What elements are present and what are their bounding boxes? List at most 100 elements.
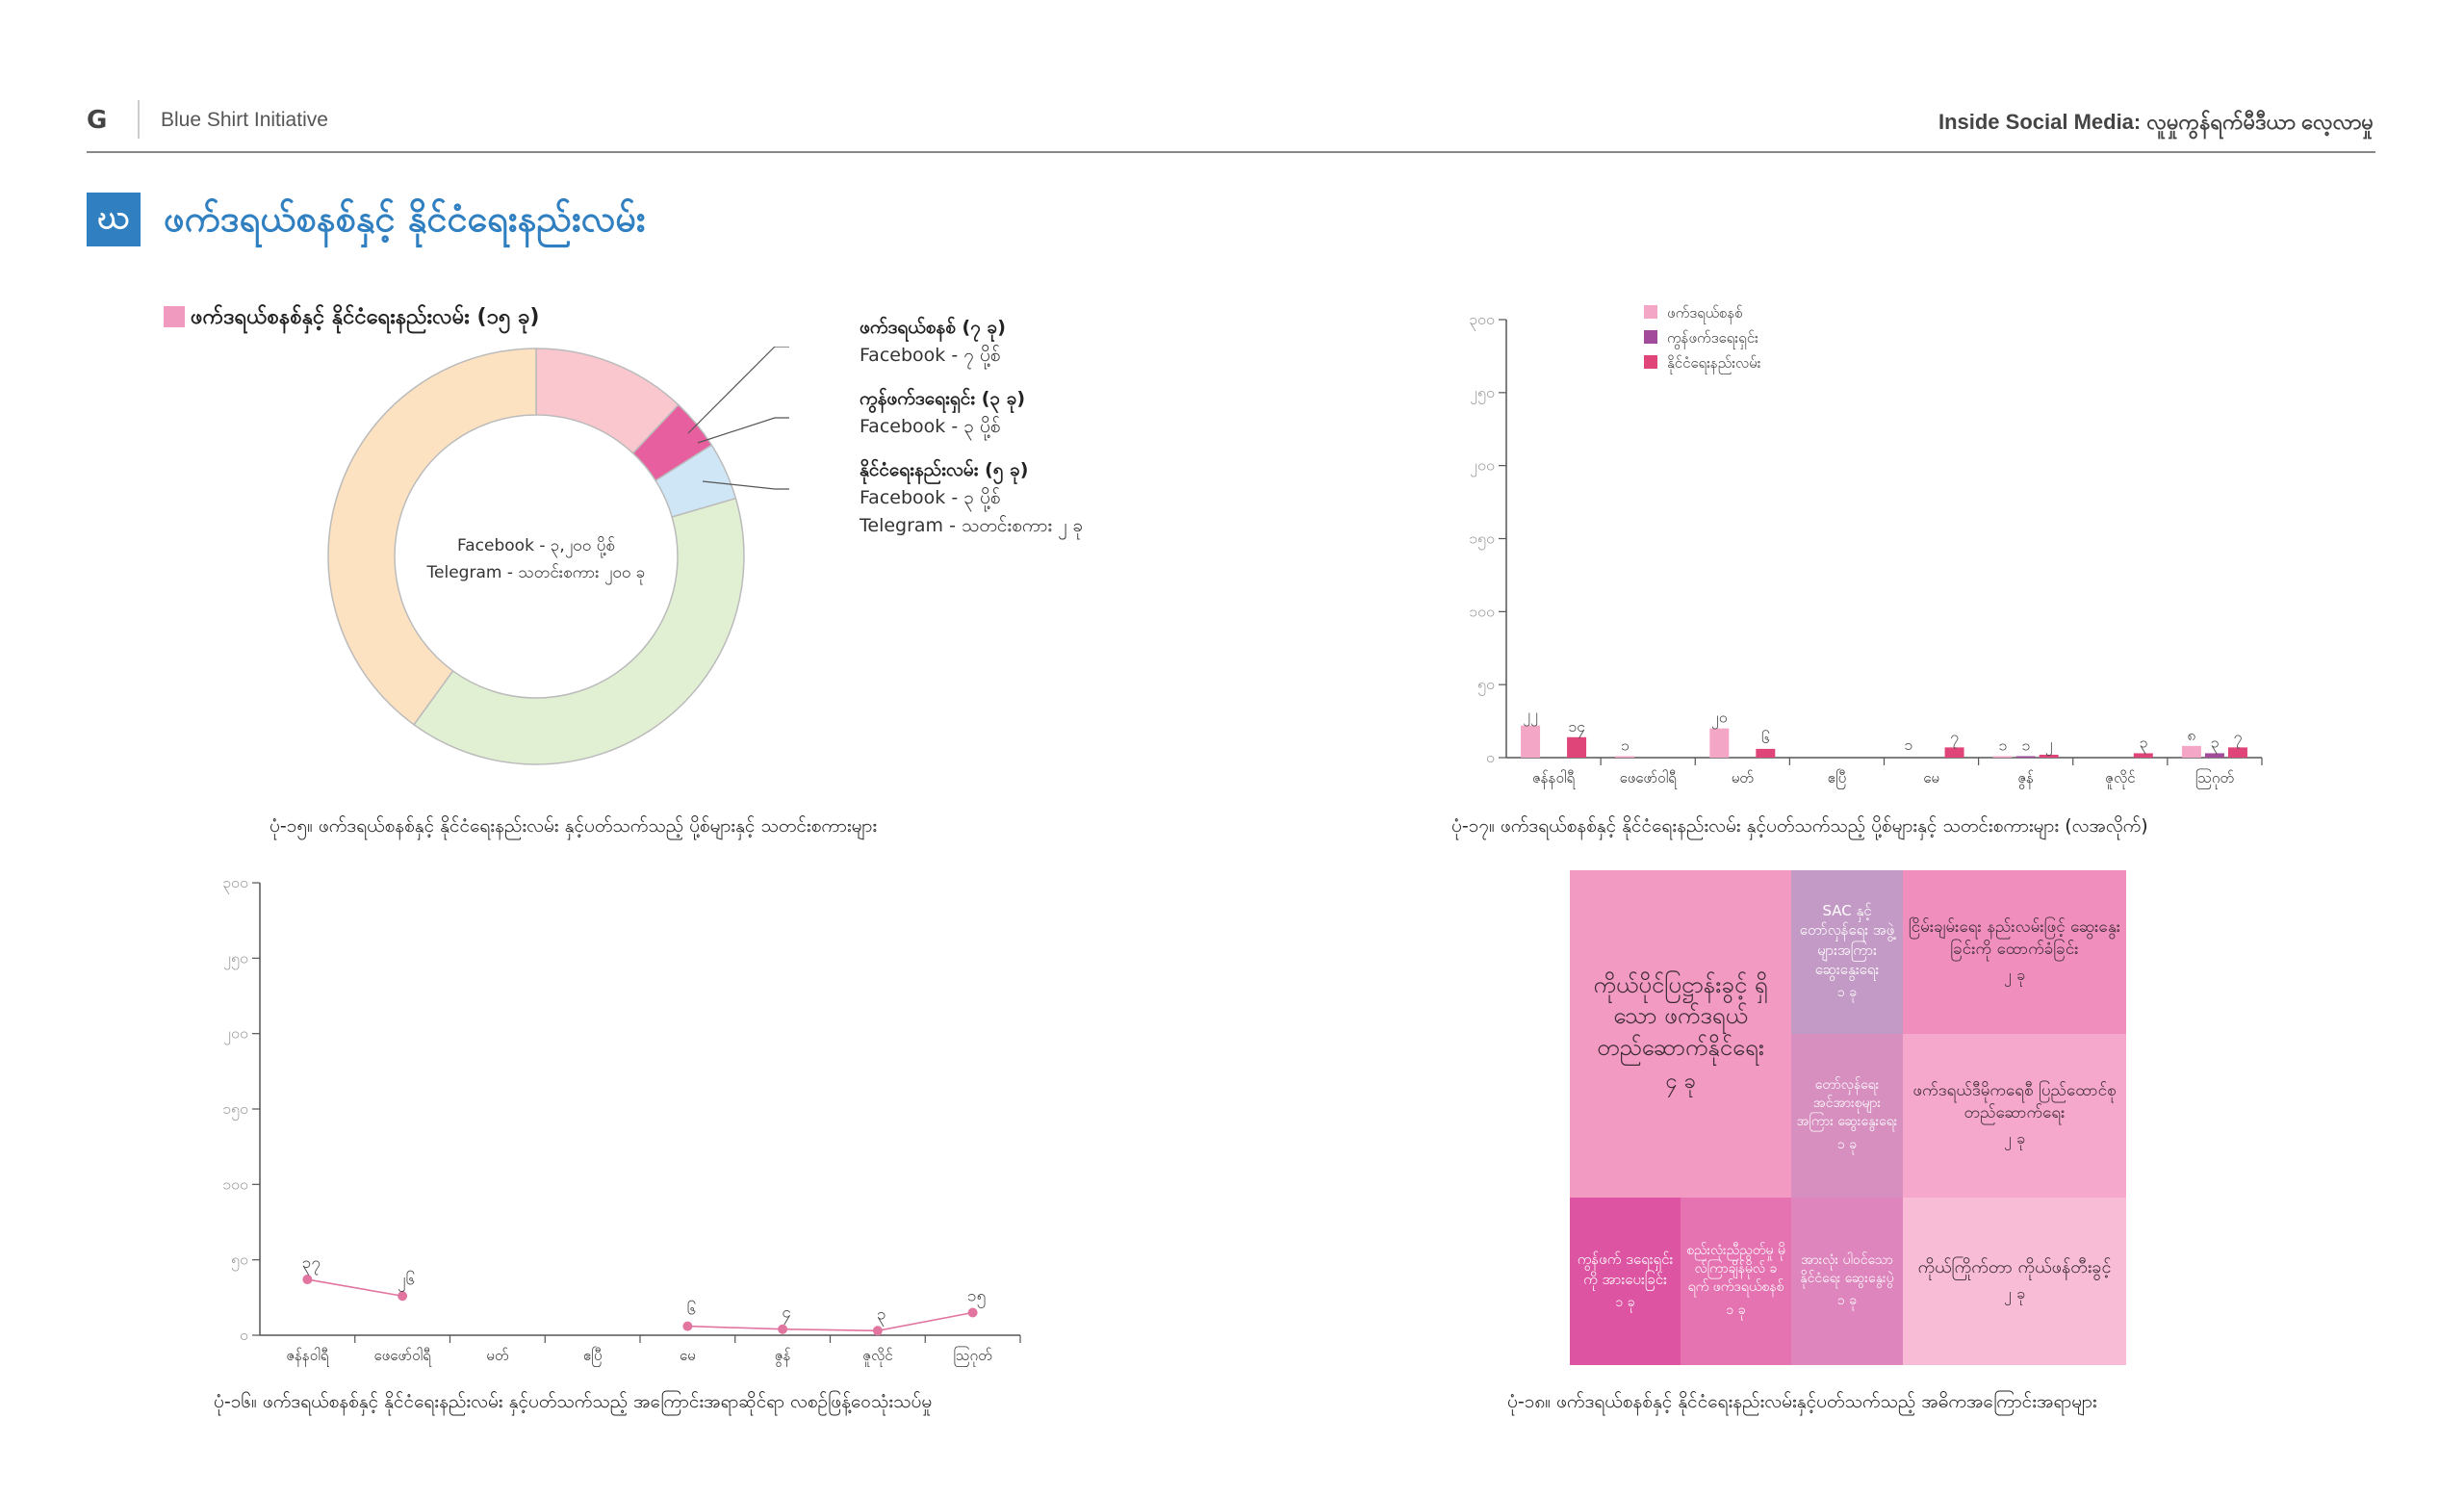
point-value-label: ၆ bbox=[687, 1300, 697, 1320]
bar bbox=[1709, 728, 1730, 758]
x-tick-label: ဇွန် bbox=[775, 1347, 791, 1367]
treemap-cell: အားလုံး ပါဝင်သော နိုင်ငံရေး ဆွေးနွေးပွဲ၁… bbox=[1791, 1198, 1903, 1365]
x-tick-label: ဇူလိုင် bbox=[862, 1347, 892, 1367]
x-tick-label: မတ် bbox=[1732, 769, 1754, 787]
x-tick-label: မေ bbox=[1923, 769, 1939, 787]
legend-swatch bbox=[1644, 305, 1657, 319]
bar-value-label: ၂၀ bbox=[1711, 709, 1728, 730]
point-value-label: ၃ bbox=[877, 1304, 886, 1327]
callout-political-facebook: Facebook - ၃ ပို့စ် bbox=[860, 487, 1001, 508]
treemap-cell: တော်လှန်ရေး အင်အားစုများ အကြား ဆွေးနွေးရ… bbox=[1791, 1034, 1903, 1198]
bar-value-label: ၁ bbox=[1904, 735, 1912, 754]
x-tick-label: ဩဂုတ် bbox=[954, 1346, 992, 1367]
callout-federal-facebook: Facebook - ၇ ပို့စ် bbox=[860, 345, 1001, 366]
callout-confederation-title: ကွန်ဖက်ဒရေးရှင်း (၃ ခု) bbox=[860, 388, 1026, 409]
bar bbox=[2039, 754, 2059, 758]
bar-value-label: ၈ bbox=[2187, 726, 2195, 744]
series-point bbox=[398, 1291, 408, 1302]
callout-political-telegram: Telegram - သတင်းစကား ၂ ခု bbox=[860, 515, 1084, 536]
treemap-cell-count: ၂ ခု bbox=[2004, 1284, 2025, 1303]
donut-legend-label: ဖက်ဒရယ်စနစ်နှင့် နိုင်ငံရေးနည်းလမ်း (၁၅ … bbox=[191, 305, 540, 329]
treemap-cell-count: ၂ ခု bbox=[2004, 1128, 2025, 1148]
publication-title: Inside Social Media: လူမှုကွန်ရက်မီဒီယာ … bbox=[1938, 110, 2374, 134]
y-tick-label: ၀ bbox=[1486, 748, 1495, 766]
bar bbox=[2015, 756, 2036, 758]
bar-value-label: ၃ bbox=[2139, 733, 2147, 754]
treemap-cell-count: ၁ ခု bbox=[1836, 985, 1858, 1000]
treemap-cell-count: ၁ ခု bbox=[1615, 1294, 1635, 1310]
point-value-label: ၂၆ bbox=[398, 1269, 415, 1292]
treemap-cell-count: ၁ ခု bbox=[1836, 1293, 1858, 1309]
treemap-cell: ငြိမ်းချမ်းရေး နည်းလမ်းဖြင့် ဆွေးနွေးခြင… bbox=[1903, 870, 2126, 1034]
treemap-cell-count: ၁ ခု bbox=[1836, 1136, 1858, 1152]
treemap-cell-title: စည်းလုံးညီညွတ်မှု မိုလ်ကြာချိန်မိုလ် ခရက… bbox=[1686, 1243, 1785, 1295]
series-point bbox=[302, 1275, 313, 1285]
section-title: ဖက်ဒရယ်စနစ်နှင့် နိုင်ငံရေးနည်းလမ်း bbox=[164, 197, 646, 240]
bar bbox=[2133, 753, 2153, 758]
y-tick-label: ၃၀၀ bbox=[222, 873, 248, 894]
bar bbox=[2181, 745, 2201, 758]
y-tick-label: ၂၅၀ bbox=[223, 948, 248, 969]
callout-leader-line bbox=[687, 347, 789, 434]
y-tick-label: ၂၀၀ bbox=[1470, 456, 1495, 477]
treemap-cell: ဖက်ဒရယ်ဒီမိုကရေစီ ပြည်ထောင်စု တည်ဆောက်ရေ… bbox=[1903, 1034, 2126, 1198]
y-tick-label: ၂၀၀ bbox=[223, 1024, 248, 1045]
donut-center-telegram: Telegram - သတင်းစကား ၂၀၀ ခု bbox=[426, 563, 646, 585]
bar bbox=[1756, 748, 1776, 758]
x-tick-label: မေ bbox=[680, 1347, 696, 1364]
figure-18-caption: ပုံ-၁၈။ ဖက်ဒရယ်စနစ်နှင့် နိုင်ငံရေးနည်းလ… bbox=[1507, 1391, 2097, 1412]
treemap-cell-title: အားလုံး ပါဝင်သော နိုင်ငံရေး ဆွေးနွေးပွဲ bbox=[1800, 1251, 1894, 1286]
y-tick-label: ၅၀ bbox=[1477, 675, 1495, 696]
bar-value-label: ၇ bbox=[2233, 727, 2242, 748]
treemap-cell-title: ဖက်ဒရယ်ဒီမိုကရေစီ ပြည်ထောင်စု တည်ဆောက်ရေ… bbox=[1912, 1081, 2117, 1122]
series-point bbox=[872, 1326, 883, 1336]
series-point bbox=[778, 1324, 788, 1334]
x-tick-label: ဖေဖော်ဝါရီ bbox=[1620, 769, 1679, 789]
y-tick-label: ၃၀၀ bbox=[1469, 310, 1495, 331]
bar bbox=[1521, 725, 1541, 758]
treemap-cell-title: တော်လှန်ရေး အင်အားစုများ အကြား ဆွေးနွေးရ… bbox=[1796, 1077, 1898, 1129]
callout-confederation: ကွန်ဖက်ဒရေးရှင်း (၃ ခု) Facebook - ၃ ပို… bbox=[860, 385, 1025, 441]
callout-leader-line bbox=[697, 417, 789, 444]
legend-label: ဖက်ဒရယ်စနစ် bbox=[1667, 304, 1743, 324]
bar-value-label: ၇ bbox=[1950, 727, 1959, 748]
treemap-cell: ကိုယ်ကြိုက်တာ ကိုယ်ဖန်တီးခွင့်၂ ခု bbox=[1903, 1198, 2126, 1365]
bar bbox=[2204, 753, 2224, 758]
bar-value-label: ၂ bbox=[2045, 735, 2053, 756]
treemap-cell-count: ၁ ခု bbox=[1726, 1302, 1746, 1318]
bar bbox=[1615, 756, 1635, 758]
legend-label: နိုင်ငံရေးနည်းလမ်း bbox=[1667, 354, 1761, 374]
bar-value-label: ၁ bbox=[2021, 735, 2030, 754]
callout-federal: ဖက်ဒရယ်စနစ် (၇ ခု) Facebook - ၇ ပို့စ် bbox=[860, 314, 1006, 370]
treemap-cell-count: ၂ ခု bbox=[2004, 965, 2025, 984]
callout-political-approach: နိုင်ငံရေးနည်းလမ်း (၅ ခု) Facebook - ၃ ပ… bbox=[860, 456, 1083, 540]
x-tick-label: ဖေဖော်ဝါရီ bbox=[374, 1347, 433, 1367]
treemap-cell-title: ကွန်ဖက် ဒရေးရှင်းကို အားပေးခြင်း bbox=[1577, 1251, 1674, 1288]
bar-value-label: ၃ bbox=[2210, 733, 2219, 754]
point-value-label: ၁၅ bbox=[967, 1287, 986, 1309]
organization-name: Blue Shirt Initiative bbox=[161, 109, 328, 131]
x-tick-label: ဇန်နဝါရီ bbox=[286, 1347, 329, 1367]
bar-value-label: ၁၄ bbox=[1568, 717, 1585, 738]
figure-15-caption: ပုံ-၁၅။ ဖက်ဒရယ်စနစ်နှင့် နိုင်ငံရေးနည်းလ… bbox=[270, 815, 878, 837]
treemap-cell-title: ကိုယ်ကြိုက်တာ ကိုယ်ဖန်တီးခွင့် bbox=[1917, 1256, 2112, 1277]
x-tick-label: ဇန်နဝါရီ bbox=[1532, 769, 1576, 789]
x-tick-label: ဩဂုတ် bbox=[2195, 768, 2234, 789]
callout-federal-title: ဖက်ဒရယ်စနစ် (၇ ခု) bbox=[860, 317, 1006, 338]
bar bbox=[2227, 747, 2247, 758]
treemap-cell: SAC နှင့် တော်လှန်ရေး အဖွဲ့များအကြား ဆွေ… bbox=[1791, 870, 1903, 1034]
legend-swatch bbox=[1644, 330, 1657, 344]
legend-label: ကွန်ဖက်ဒရေးရှင်း bbox=[1667, 329, 1758, 349]
y-tick-label: ၁၅၀ bbox=[222, 1099, 248, 1121]
treemap-cell-title: ကိုယ်ပိုင်ပြဋ္ဌာန်းခွင့် ရှိသော ဖက်ဒရယ် … bbox=[1593, 970, 1768, 1061]
treemap-cell: စည်းလုံးညီညွတ်မှု မိုလ်ကြာချိန်မိုလ် ခရက… bbox=[1681, 1198, 1791, 1365]
section-badge: ဃ bbox=[87, 193, 141, 246]
bar-value-label: ၆ bbox=[1761, 729, 1770, 747]
header-rule bbox=[87, 151, 2375, 153]
donut-slice bbox=[412, 497, 745, 765]
donut-legend-swatch bbox=[164, 306, 185, 327]
donut-center-facebook: Facebook - ၃,၂၀၀ ပို့စ် bbox=[457, 536, 615, 558]
y-tick-label: ၅၀ bbox=[231, 1251, 248, 1272]
point-value-label: ၃၇ bbox=[302, 1253, 321, 1276]
